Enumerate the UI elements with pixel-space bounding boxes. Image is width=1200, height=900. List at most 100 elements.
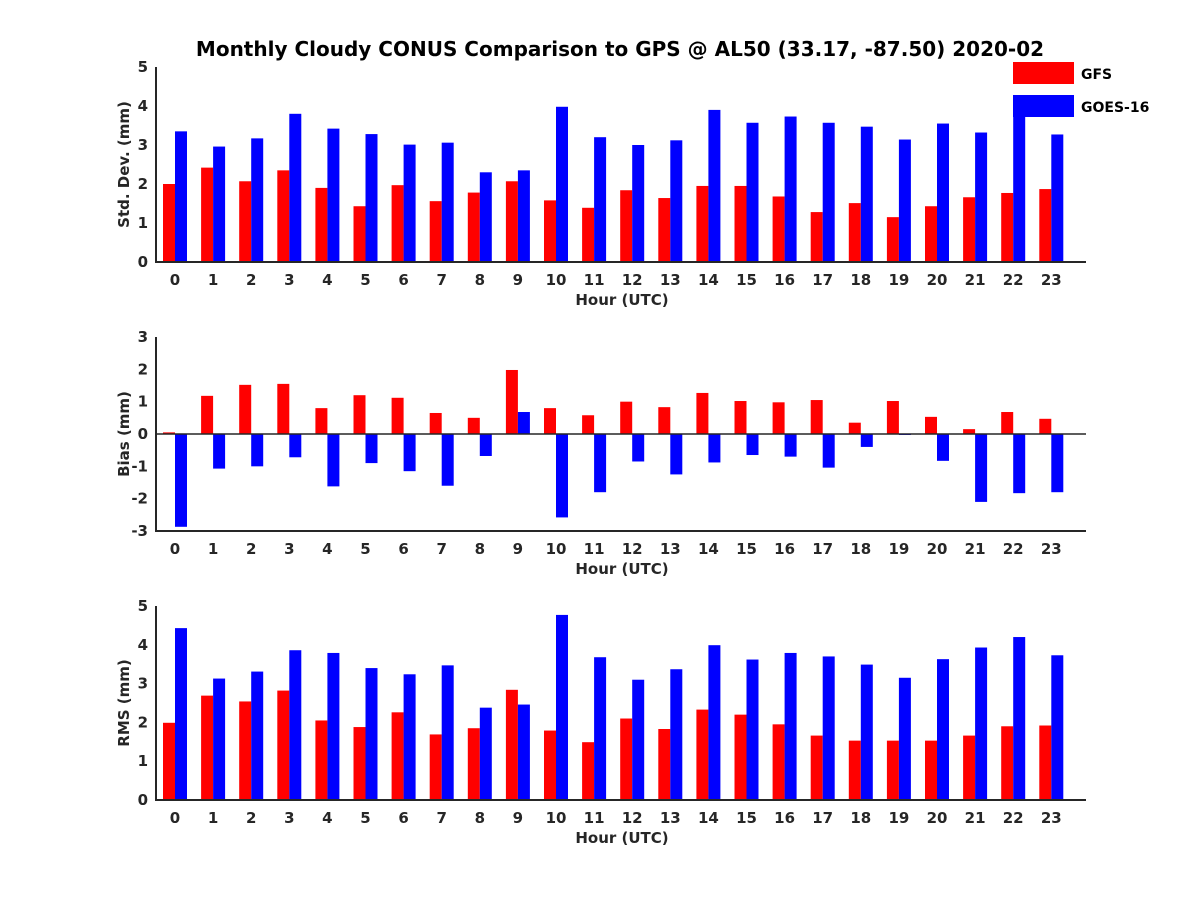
x-tick-label-bias: 13 [660,540,681,558]
bar-bias-gfs-12 [620,401,633,434]
bar-rms-gfs-13 [658,729,671,800]
x-tick-label-bias: 18 [850,540,871,558]
x-tick-label-bias: 12 [622,540,643,558]
bar-bias-gfs-20 [925,416,937,434]
y-tick-label-rms: 4 [138,636,148,654]
x-tick-label-std-dev: 21 [965,271,986,289]
bar-std-dev-gfs-16 [772,196,785,262]
bar-rms-gfs-3 [277,690,290,800]
y-axis-label-std-dev: Std. Dev. (mm) [115,101,133,228]
bar-std-dev-goes16-13 [670,140,683,262]
bar-bias-gfs-17 [810,400,823,434]
bar-bias-goes16-10 [556,434,568,518]
bar-rms-gfs-10 [544,730,556,800]
bar-std-dev-gfs-3 [277,170,290,262]
bar-std-dev-goes16-18 [860,126,873,262]
y-tick-label-std-dev: 1 [138,214,148,232]
bar-rms-gfs-14 [696,709,709,800]
bar-bias-goes16-23 [1051,434,1064,493]
y-tick-label-rms: 0 [138,791,148,809]
bar-bias-goes16-8 [479,434,492,456]
x-tick-label-rms: 21 [965,809,986,827]
bar-rms-goes16-22 [1013,637,1026,800]
legend-swatch-gfs [1013,62,1074,84]
x-tick-label-std-dev: 9 [513,271,523,289]
bar-std-dev-gfs-18 [848,203,861,262]
x-tick-label-std-dev: 2 [246,271,256,289]
bar-rms-gfs-7 [429,734,442,800]
bar-std-dev-goes16-22 [1013,115,1026,262]
bar-rms-goes16-18 [860,664,873,800]
x-tick-label-std-dev: 18 [850,271,871,289]
x-tick-label-rms: 7 [436,809,446,827]
bar-std-dev-gfs-5 [353,206,366,262]
y-tick-label-std-dev: 2 [138,175,148,193]
y-tick-label-bias: -2 [131,490,148,508]
y-tick-label-std-dev: 0 [138,253,148,271]
y-tick-label-std-dev: 3 [138,136,148,154]
bar-bias-gfs-5 [353,395,366,434]
bar-bias-gfs-8 [467,417,480,434]
bar-std-dev-goes16-2 [251,138,264,262]
y-tick-label-bias: -1 [131,457,148,475]
bar-rms-gfs-6 [391,712,404,800]
x-tick-label-std-dev: 4 [322,271,332,289]
bar-rms-goes16-12 [632,679,645,800]
bar-rms-goes16-7 [441,665,454,800]
bar-std-dev-goes16-10 [556,106,568,262]
x-tick-label-rms: 23 [1041,809,1062,827]
bar-rms-gfs-8 [467,728,480,800]
bar-std-dev-gfs-19 [886,217,899,262]
bar-rms-goes16-19 [898,677,911,800]
bar-rms-goes16-15 [746,659,759,800]
bar-rms-goes16-3 [289,650,302,800]
x-tick-label-rms: 14 [698,809,719,827]
y-tick-label-bias: 3 [138,328,148,346]
bar-rms-gfs-9 [505,689,518,800]
bar-std-dev-gfs-12 [620,190,633,262]
bar-bias-gfs-4 [315,408,328,434]
x-tick-label-bias: 0 [170,540,180,558]
bar-rms-goes16-0 [175,628,187,800]
x-axis-label-std-dev: Hour (UTC) [575,291,668,309]
y-tick-label-std-dev: 5 [138,58,148,76]
bar-bias-gfs-14 [696,392,709,434]
bar-std-dev-goes16-1 [213,146,226,262]
x-axis-label-rms: Hour (UTC) [575,829,668,847]
bar-std-dev-gfs-10 [544,200,556,262]
x-tick-label-bias: 8 [475,540,485,558]
x-tick-label-std-dev: 17 [812,271,833,289]
y-tick-label-rms: 5 [138,597,148,615]
bar-rms-gfs-11 [582,742,595,800]
bar-bias-gfs-22 [1001,412,1014,434]
x-tick-label-std-dev: 3 [284,271,294,289]
bar-std-dev-gfs-22 [1001,192,1014,262]
bar-rms-goes16-11 [594,657,607,800]
x-tick-label-std-dev: 14 [698,271,719,289]
bar-std-dev-goes16-14 [708,109,721,263]
x-tick-label-bias: 3 [284,540,294,558]
bar-std-dev-goes16-6 [403,144,416,262]
bar-std-dev-goes16-19 [898,139,911,262]
bar-std-dev-gfs-2 [239,181,252,262]
bar-rms-gfs-17 [810,735,823,800]
x-tick-label-std-dev: 12 [622,271,643,289]
x-tick-label-rms: 2 [246,809,256,827]
x-tick-label-bias: 9 [513,540,523,558]
bar-std-dev-gfs-11 [582,207,595,262]
bar-std-dev-goes16-15 [746,122,759,263]
y-axis-label-rms: RMS (mm) [115,659,133,746]
bar-bias-goes16-21 [975,434,988,502]
bar-std-dev-gfs-7 [429,201,442,262]
bar-std-dev-goes16-0 [175,131,187,262]
x-tick-label-rms: 20 [927,809,948,827]
bar-rms-gfs-22 [1001,726,1014,800]
bar-rms-goes16-16 [784,652,797,800]
bar-rms-goes16-14 [708,645,721,800]
bar-bias-gfs-3 [277,383,290,434]
bar-bias-gfs-18 [848,422,861,434]
bar-bias-gfs-13 [658,407,671,434]
y-tick-label-rms: 3 [138,675,148,693]
bar-rms-gfs-1 [201,695,214,800]
